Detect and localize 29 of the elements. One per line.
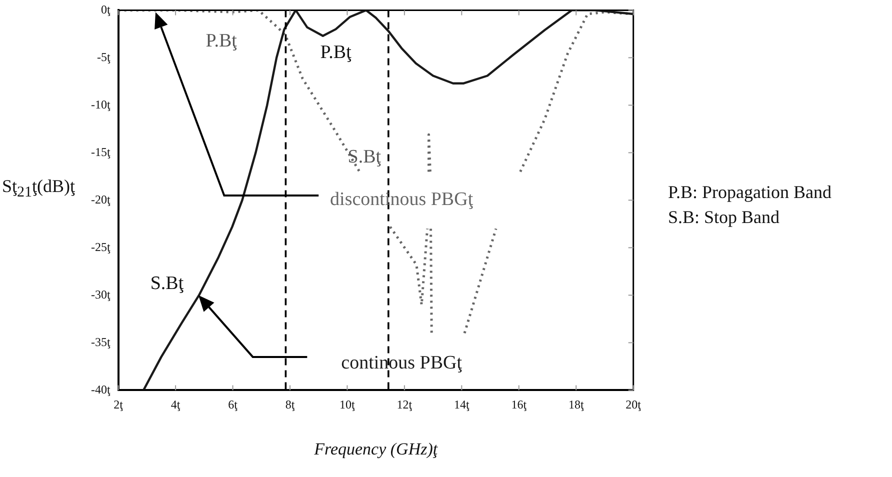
- x-tick-label: 16ţ: [511, 398, 528, 412]
- series-label: discontinous PBGţ: [330, 189, 474, 210]
- y-axis-title: Sţ$_{21}$ţ(dB)ţ: [2, 176, 76, 202]
- x-tick-label: 6ţ: [228, 398, 238, 412]
- x-axis-title: Frequency (GHz)ţ: [313, 439, 439, 458]
- text: S.B: Stop Band: [668, 206, 781, 229]
- annotation: S.Bţ: [348, 146, 382, 168]
- y-tick-label: -10ţ: [90, 97, 111, 112]
- x-tick-label: 10ţ: [340, 398, 356, 412]
- x-tick-label: 8ţ: [285, 398, 296, 412]
- y-tick-label: -40ţ: [90, 382, 111, 396]
- y-tick-label: -5ţ: [96, 50, 111, 64]
- annotation: S.Bţ: [150, 272, 184, 294]
- x-tick-label: 2ţ: [114, 398, 124, 412]
- x-tick-label: 4ţ: [170, 398, 181, 412]
- y-tick-label: -30ţ: [90, 287, 111, 302]
- text: continous PBGţ: [341, 352, 463, 374]
- annotation: P.Bţ: [320, 42, 352, 63]
- x-tick-label: 14ţ: [454, 398, 470, 412]
- y-tick-label: -15ţ: [90, 144, 111, 159]
- y-tick-label: -25ţ: [90, 240, 111, 254]
- y-tick-label: 0ţ: [100, 2, 111, 16]
- x-tick-label: 20ţ: [626, 398, 642, 412]
- y-tick-label: -35ţ: [90, 334, 111, 349]
- x-tick-label: 18ţ: [568, 398, 584, 412]
- y-tick-label: -20ţ: [90, 192, 111, 206]
- annotation: P.Bţ: [206, 30, 238, 52]
- x-tick-label: 12ţ: [396, 398, 413, 412]
- text: P.B: Propagation Band: [668, 181, 832, 204]
